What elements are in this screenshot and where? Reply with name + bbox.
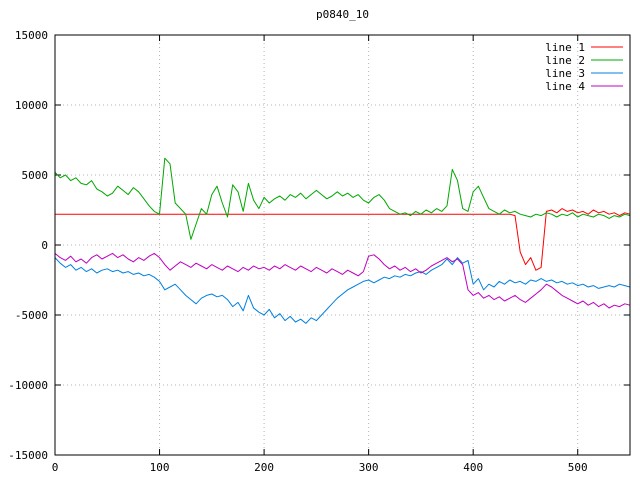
series-line-4 <box>54 252 631 309</box>
y-tick-label: -15000 <box>8 449 48 462</box>
series-line-1 <box>55 208 631 271</box>
series-line-2 <box>54 157 631 240</box>
x-tick-label: 300 <box>359 461 379 474</box>
y-tick-label: 10000 <box>15 99 48 112</box>
series-line-3 <box>54 257 631 324</box>
y-tick-label: -5000 <box>15 309 48 322</box>
legend-label-1: line 1 <box>545 41 585 54</box>
y-tick-label: 15000 <box>15 29 48 42</box>
legend-label-4: line 4 <box>545 80 585 93</box>
y-tick-label: 0 <box>41 239 48 252</box>
chart-title: p0840_10 <box>316 8 369 21</box>
x-tick-label: 500 <box>568 461 588 474</box>
x-tick-label: 200 <box>254 461 274 474</box>
y-tick-label: -10000 <box>8 379 48 392</box>
x-tick-label: 100 <box>150 461 170 474</box>
y-tick-label: 5000 <box>22 169 49 182</box>
legend-label-2: line 2 <box>545 54 585 67</box>
x-tick-label: 400 <box>463 461 483 474</box>
legend-label-3: line 3 <box>545 67 585 80</box>
x-tick-label: 0 <box>52 461 59 474</box>
plot-border <box>54 34 631 456</box>
